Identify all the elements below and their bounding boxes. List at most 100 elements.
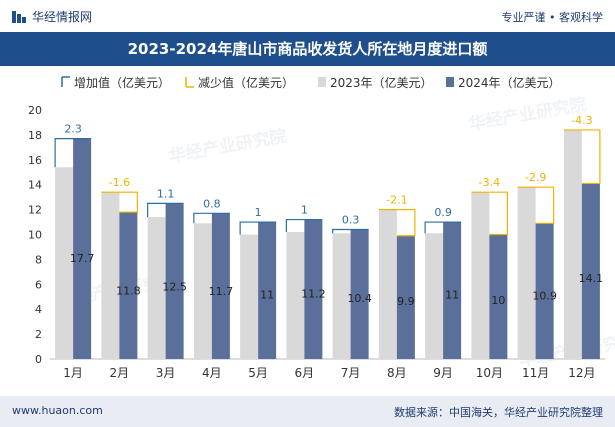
- bar-2024: [211, 213, 230, 359]
- y-tick-label: 10: [28, 229, 42, 242]
- legend-label: 2023年（亿美元）: [330, 75, 433, 90]
- decrease-bracket: [471, 191, 508, 236]
- x-tick-label: 12月: [568, 366, 595, 380]
- bar-2023: [147, 217, 166, 359]
- increase-bracket: [285, 218, 323, 233]
- bar-2024: [396, 235, 415, 359]
- change-label: 1: [255, 206, 262, 219]
- legend: 增加值（亿美元） 减少值（亿美元） 2023年（亿美元） 2024年（亿美元）: [61, 75, 561, 90]
- value-label-2024: 11.8: [116, 284, 141, 297]
- x-tick-label: 11月: [522, 366, 549, 380]
- y-tick-label: 0: [35, 353, 42, 366]
- y-tick-label: 6: [35, 278, 42, 291]
- bar-2023: [517, 187, 536, 359]
- bar-2023: [101, 192, 120, 359]
- tagline: 专业严谨 • 客观科学: [501, 11, 603, 24]
- decrease-bracket: [378, 209, 416, 237]
- change-label: -3.4: [479, 176, 500, 189]
- value-label-2024: 10: [491, 294, 505, 307]
- bar-2023: [471, 192, 490, 359]
- bar-2024: [489, 234, 508, 359]
- increase-bracket: [193, 212, 230, 224]
- footer: www.huaon.com 数据来源：中国海关，华经产业研究院整理: [0, 396, 615, 427]
- change-label: 0.3: [342, 214, 360, 227]
- increase-bracket: [54, 138, 92, 168]
- bar-2024: [581, 183, 600, 359]
- increase-bracket: [147, 202, 184, 218]
- decrease-bracket: [517, 186, 555, 224]
- change-label: 1.1: [157, 187, 175, 200]
- y-tick-label: 8: [35, 253, 42, 266]
- legend-2023-swatch: [318, 77, 326, 87]
- change-label: 1: [301, 204, 308, 217]
- x-tick-label: 4月: [202, 366, 222, 380]
- x-tick-label: 8月: [387, 366, 407, 380]
- bar-2023: [332, 233, 351, 359]
- x-tick-label: 1月: [63, 366, 83, 380]
- chart: 增加值（亿美元） 减少值（亿美元） 2023年（亿美元） 2024年（亿美元） 华经产…: [28, 75, 615, 380]
- legend-decrease-icon: [185, 77, 194, 88]
- website-link[interactable]: www.huaon.com: [12, 404, 103, 417]
- bar-2023: [240, 234, 259, 359]
- y-tick-label: 20: [28, 104, 42, 117]
- bar-2023: [563, 129, 582, 359]
- value-label-2024: 11: [260, 289, 274, 302]
- bar-2024: [165, 203, 184, 359]
- bar-2024: [350, 229, 369, 359]
- y-tick-label: 16: [28, 154, 42, 167]
- bar-2024: [304, 219, 323, 359]
- bar-2024: [258, 222, 277, 359]
- y-tick-label: 2: [35, 328, 42, 341]
- increase-bracket: [239, 221, 277, 235]
- plot-area: 0 2 4 6 8 10 12 14 16 18 20 17.7 2.3 1月 11.8 -1.6 2月 12.5…: [28, 104, 605, 380]
- x-tick-label: 7月: [341, 366, 361, 380]
- change-label: -1.6: [109, 176, 130, 189]
- value-label-2024: 9.9: [397, 295, 415, 308]
- bar-2024: [119, 212, 138, 359]
- bar-2024: [443, 222, 462, 359]
- chart-title: 2023-2024年唐山市商品收发货人所在地月度进口额: [0, 32, 615, 66]
- y-tick-label: 18: [28, 129, 42, 142]
- value-label-2024: 11.7: [209, 285, 234, 298]
- value-label-2024: 10.4: [347, 292, 372, 305]
- change-label: 0.8: [203, 197, 221, 210]
- change-label: -4.3: [571, 114, 592, 127]
- bar-2024: [535, 223, 554, 359]
- x-tick-label: 5月: [248, 366, 268, 380]
- value-label-2024: 14.1: [579, 272, 604, 285]
- change-label: -2.1: [386, 194, 407, 207]
- change-label: -2.9: [525, 171, 546, 184]
- decrease-bracket: [101, 191, 138, 213]
- data-source: 数据来源：中国海关，华经产业研究院整理: [394, 406, 603, 419]
- bar-2023: [425, 233, 444, 359]
- value-label-2024: 12.5: [162, 281, 187, 294]
- bar-2024: [73, 138, 92, 359]
- change-label: 2.3: [64, 123, 82, 136]
- x-tick-label: 3月: [156, 366, 176, 380]
- x-tick-label: 6月: [295, 366, 315, 380]
- x-tick-label: 10月: [476, 366, 503, 380]
- legend-increase-icon: [61, 76, 70, 87]
- change-label: 0.9: [434, 206, 452, 219]
- value-label-2024: 10.9: [532, 289, 557, 302]
- increase-bracket: [424, 221, 462, 234]
- value-label-2024: 11: [445, 289, 459, 302]
- watermark-text: 华经产业研究院: [467, 94, 588, 135]
- watermark-text: 华经产业研究院: [167, 126, 288, 167]
- decrease-bracket: [563, 129, 601, 185]
- value-label-2024: 11.2: [301, 288, 326, 301]
- bar-2023: [193, 223, 212, 359]
- value-label-2024: 17.7: [70, 252, 95, 265]
- brand[interactable]: 华经情报网: [12, 8, 92, 25]
- bar-2023: [286, 232, 305, 359]
- legend-label: 减少值（亿美元）: [198, 75, 294, 90]
- y-tick-label: 4: [35, 303, 42, 316]
- bar-2023: [55, 167, 74, 359]
- x-tick-label: 9月: [433, 366, 453, 380]
- legend-2024-swatch: [446, 77, 454, 87]
- brand-name: 华经情报网: [32, 10, 93, 24]
- y-tick-label: 12: [28, 204, 42, 217]
- increase-bracket: [332, 228, 369, 234]
- brand-logo-icon: [12, 11, 26, 23]
- bar-2023: [378, 209, 397, 359]
